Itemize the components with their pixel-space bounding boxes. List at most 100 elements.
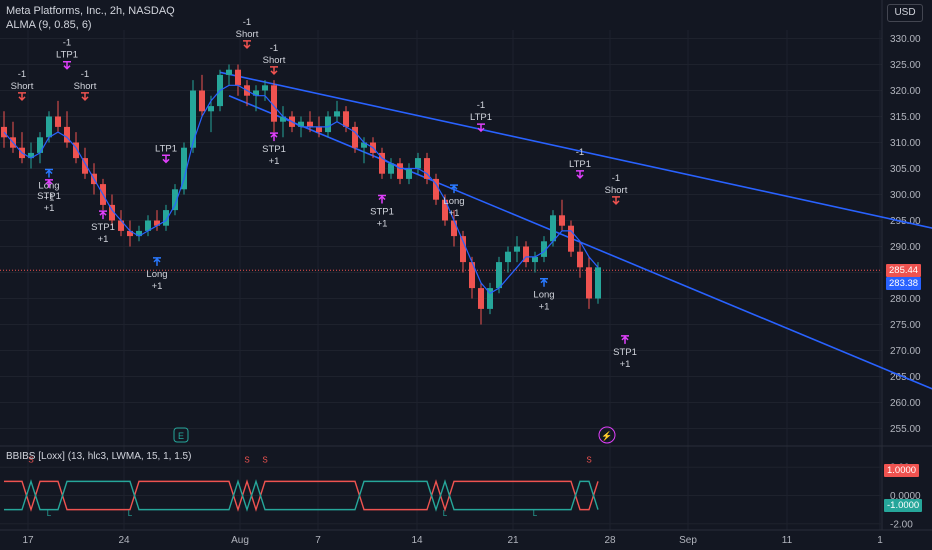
osc-long-marker: L: [443, 509, 448, 518]
candle-body: [388, 163, 394, 174]
signal-label: -1: [477, 100, 485, 111]
earnings-icon-glyph: E: [178, 431, 184, 441]
candle[interactable]: [127, 220, 133, 247]
candle-body: [325, 116, 331, 133]
signal-label: STP1: [262, 144, 286, 155]
candle[interactable]: [577, 241, 583, 278]
candle[interactable]: [505, 246, 511, 273]
candle[interactable]: [19, 132, 25, 164]
alma-indicator-label: ALMA (9, 0.85, 6): [6, 19, 92, 31]
candle[interactable]: [406, 163, 412, 185]
candle[interactable]: [433, 173, 439, 205]
candle-body: [226, 69, 232, 75]
candle[interactable]: [163, 204, 169, 231]
candle[interactable]: [136, 225, 142, 242]
signal-label: +1: [539, 302, 550, 313]
candle[interactable]: [37, 132, 43, 164]
candle[interactable]: [145, 215, 151, 237]
candle[interactable]: [64, 111, 70, 148]
candle[interactable]: [55, 100, 61, 133]
candle-body: [37, 137, 43, 153]
candle[interactable]: [397, 158, 403, 185]
candle[interactable]: [568, 220, 574, 257]
signal-label: STP1: [613, 347, 637, 358]
long-arrow-icon: [153, 257, 161, 266]
candle-body: [487, 288, 493, 309]
signal-marker: STP1+1: [91, 210, 115, 245]
candle[interactable]: [352, 121, 358, 153]
osc-upper-line: [4, 479, 599, 512]
currency-button[interactable]: USD: [887, 4, 923, 22]
chart-title: Meta Platforms, Inc., 2h, NASDAQ: [6, 5, 175, 17]
candles: [1, 64, 601, 325]
candle[interactable]: [334, 100, 340, 122]
candle[interactable]: [559, 199, 565, 231]
candle[interactable]: [514, 236, 520, 263]
event-bolt-icon[interactable]: [598, 426, 616, 444]
candle[interactable]: [523, 241, 529, 268]
candle-body: [415, 158, 421, 169]
candle[interactable]: [451, 210, 457, 247]
candle[interactable]: [280, 106, 286, 138]
candle-body: [469, 262, 475, 289]
trendline-2[interactable]: [228, 94, 932, 426]
signal-marker: Long+1: [443, 184, 465, 219]
candle-body: [127, 230, 133, 237]
candle[interactable]: [325, 111, 331, 138]
candle[interactable]: [262, 80, 268, 101]
candle[interactable]: [10, 121, 16, 153]
candle-body: [451, 220, 457, 237]
candle[interactable]: [235, 64, 241, 96]
candle[interactable]: [28, 142, 34, 169]
candle[interactable]: [226, 64, 232, 86]
candle[interactable]: [307, 111, 313, 133]
earnings-icon[interactable]: [173, 427, 189, 443]
candle[interactable]: [253, 85, 259, 112]
candle[interactable]: [541, 236, 547, 263]
candle[interactable]: [415, 152, 421, 174]
candle[interactable]: [586, 256, 592, 309]
price-tick-label: 260.00: [890, 398, 921, 409]
candle[interactable]: [154, 210, 160, 231]
candle[interactable]: [424, 152, 430, 185]
signal-label: Long: [533, 290, 554, 301]
signal-marker: LTP1-1: [470, 100, 492, 133]
trendline-1[interactable]: [219, 71, 932, 348]
candle-body: [352, 126, 358, 148]
signal-label: -1: [81, 69, 89, 80]
signal-label: +1: [620, 359, 631, 370]
candle[interactable]: [478, 282, 484, 325]
candle-body: [514, 246, 520, 252]
osc-tick-label: 0.0000: [890, 491, 921, 502]
price-tick-label: 320.00: [890, 86, 921, 97]
candle[interactable]: [199, 74, 205, 117]
candle[interactable]: [379, 147, 385, 179]
time-tick-label: 7: [315, 535, 321, 546]
event-icons: E ⚡: [173, 426, 616, 444]
candle[interactable]: [181, 142, 187, 195]
candle[interactable]: [460, 230, 466, 273]
osc-short-marker: S: [244, 456, 249, 465]
candle[interactable]: [532, 251, 538, 273]
signal-label: Short: [236, 29, 259, 40]
alma-line: [3, 84, 599, 295]
signal-label: +1: [269, 156, 280, 167]
candle-body: [136, 230, 142, 237]
candle[interactable]: [388, 158, 394, 179]
candle[interactable]: [469, 256, 475, 299]
signal-label: Long: [443, 196, 464, 207]
osc-long-marker: L: [47, 509, 52, 518]
candle[interactable]: [487, 282, 493, 315]
price-tick-label: 300.00: [890, 190, 921, 201]
candle[interactable]: [172, 184, 178, 216]
signal-label: -1: [270, 43, 278, 54]
candle-body: [82, 158, 88, 174]
candle-body: [46, 116, 52, 138]
candle-body: [316, 126, 322, 133]
candle[interactable]: [118, 210, 124, 237]
candle[interactable]: [595, 262, 601, 304]
signal-label: Short: [605, 185, 628, 196]
candle-body: [199, 90, 205, 112]
candle[interactable]: [343, 106, 349, 133]
